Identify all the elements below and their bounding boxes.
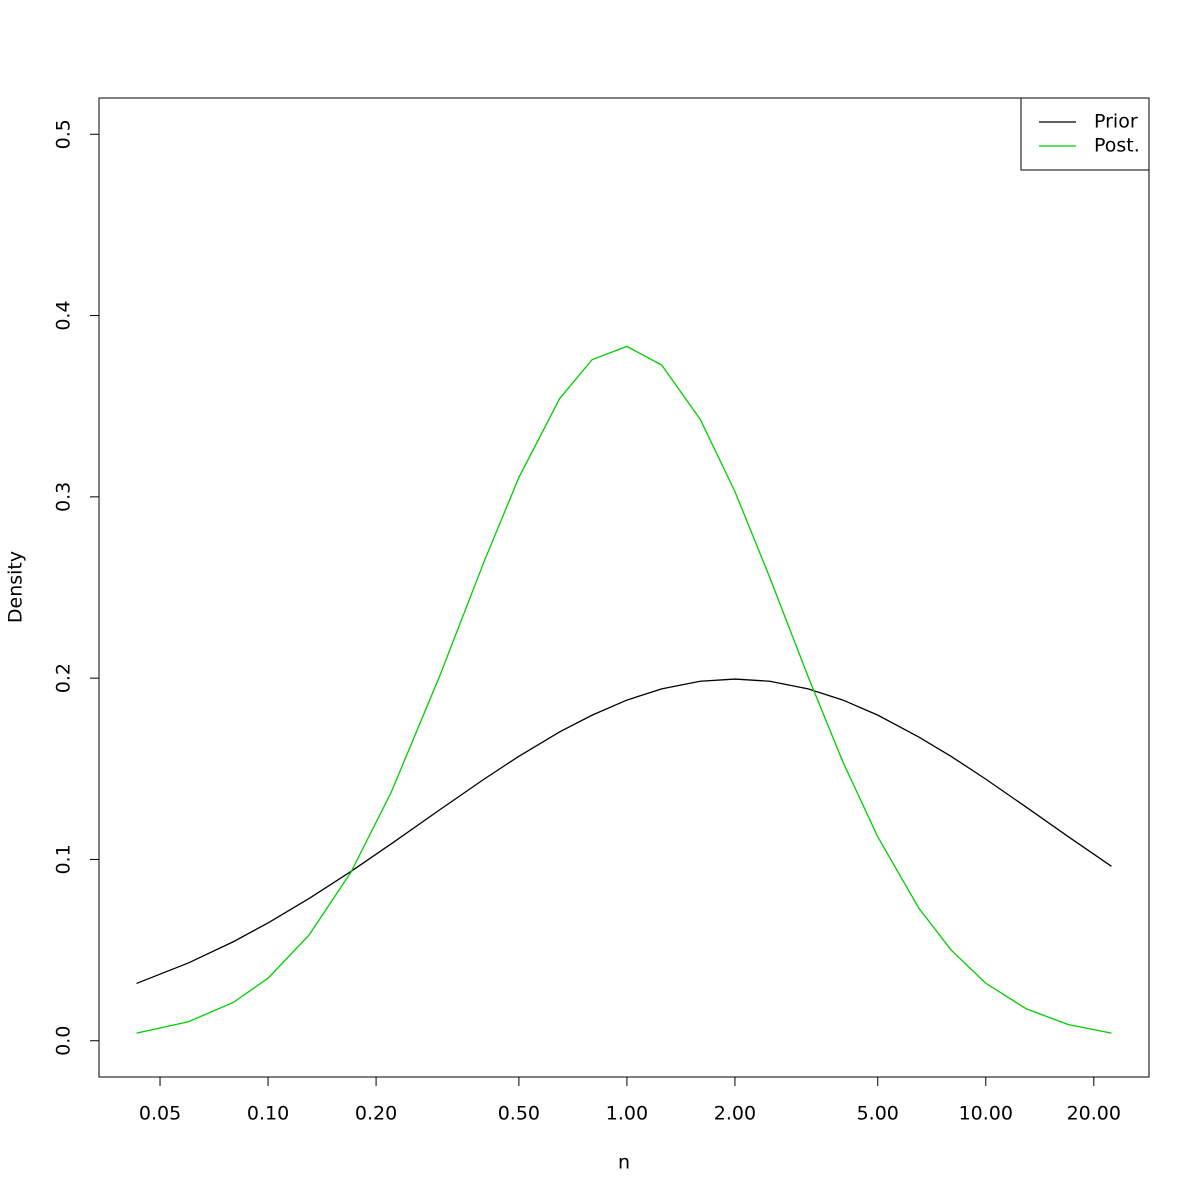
plot-frame [98,97,1150,1078]
x-tick-label: 2.00 [714,1103,756,1125]
x-tick-label: 0.20 [355,1103,397,1125]
y-tick-label: 0.0 [53,1026,75,1056]
x-tick-label: 20.00 [1067,1103,1121,1125]
x-tick-label: 0.10 [247,1103,289,1125]
legend-box [1020,97,1150,171]
x-tick-label: 0.05 [139,1103,181,1125]
legend-label: Prior [1094,111,1138,133]
y-tick-label: 0.5 [53,119,75,149]
x-tick-label: 5.00 [857,1103,899,1125]
y-axis-label: Density [5,551,27,623]
y-tick-label: 0.2 [53,663,75,693]
line-series [136,678,1112,985]
y-tick-label: 0.1 [53,844,75,874]
x-tick-label: 1.00 [606,1103,648,1125]
x-tick-label: 10.00 [959,1103,1013,1125]
x-axis-label: n [618,1152,630,1174]
y-tick-label: 0.3 [53,482,75,512]
y-tick-label: 0.4 [53,300,75,330]
legend-label: Post. [1094,135,1140,157]
x-tick-label: 0.50 [498,1103,540,1125]
line-series [136,345,1112,1034]
